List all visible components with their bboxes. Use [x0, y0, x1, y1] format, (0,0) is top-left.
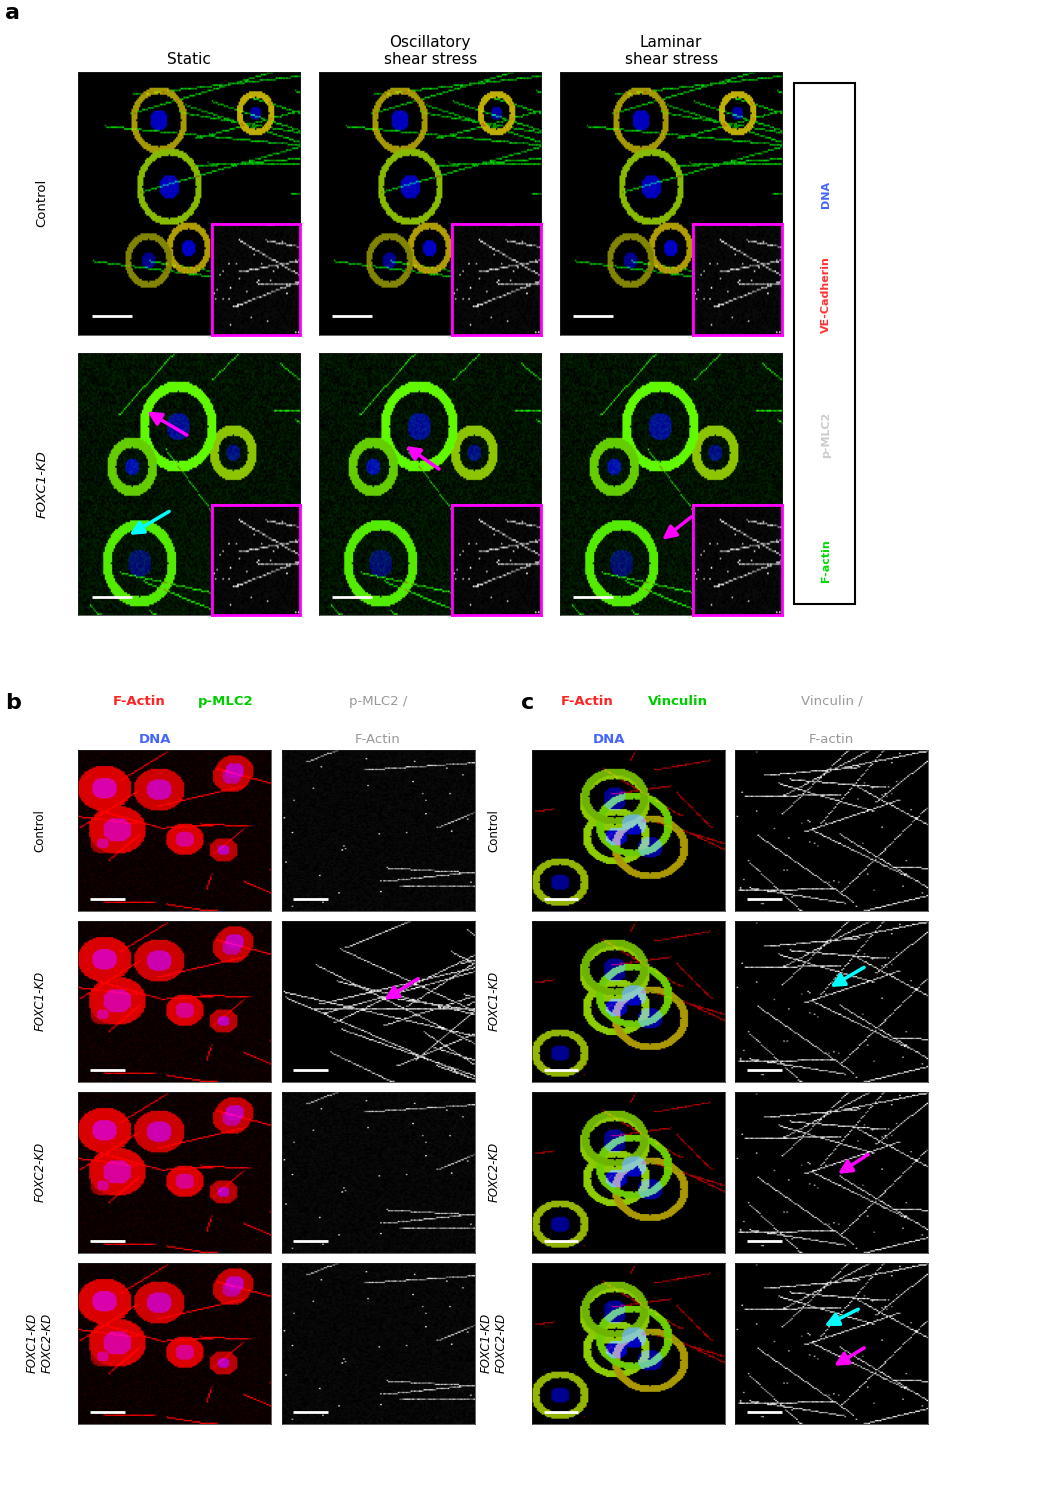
Text: F-actin: F-actin	[821, 540, 831, 582]
Text: FOXC2-KD: FOXC2-KD	[33, 1142, 47, 1203]
Text: FOXC1-KD: FOXC1-KD	[35, 450, 48, 518]
Text: FOXC1-KD: FOXC1-KD	[487, 970, 501, 1032]
Text: Laminar
shear stress: Laminar shear stress	[625, 34, 718, 68]
Text: p-MLC2 /: p-MLC2 /	[349, 694, 407, 708]
Text: FOXC1-KD
FOXC2-KD: FOXC1-KD FOXC2-KD	[26, 1312, 54, 1374]
Text: VE-Cadherin: VE-Cadherin	[821, 256, 831, 333]
Text: Vinculin: Vinculin	[648, 694, 708, 708]
Text: F-Actin: F-Actin	[113, 694, 166, 708]
Bar	[212, 506, 300, 615]
Text: DNA: DNA	[139, 734, 172, 747]
Text: F-Actin: F-Actin	[356, 734, 401, 747]
Text: c: c	[522, 693, 535, 712]
Text: Control: Control	[35, 178, 48, 228]
Text: FOXC1-KD: FOXC1-KD	[33, 970, 47, 1032]
Bar	[694, 225, 782, 334]
Bar	[212, 225, 300, 334]
Text: FOXC1-KD
FOXC2-KD: FOXC1-KD FOXC2-KD	[480, 1312, 508, 1374]
Bar	[694, 506, 782, 615]
Text: Control: Control	[487, 808, 501, 852]
Text: FOXC2-KD: FOXC2-KD	[487, 1142, 501, 1203]
Text: a: a	[5, 3, 20, 22]
Text: p-MLC2: p-MLC2	[821, 411, 831, 458]
Text: Oscillatory
shear stress: Oscillatory shear stress	[384, 34, 477, 68]
Text: Static: Static	[167, 53, 212, 68]
Text: p-MLC2: p-MLC2	[198, 694, 253, 708]
Text: F-Actin: F-Actin	[561, 694, 613, 708]
Text: Control: Control	[33, 808, 47, 852]
Text: Vinculin /: Vinculin /	[801, 694, 863, 708]
Bar	[453, 506, 541, 615]
Text: F-actin: F-actin	[809, 734, 854, 747]
Bar	[453, 225, 541, 334]
Text: DNA: DNA	[592, 734, 626, 747]
Text: DNA: DNA	[821, 180, 831, 209]
Text: b: b	[5, 693, 21, 712]
